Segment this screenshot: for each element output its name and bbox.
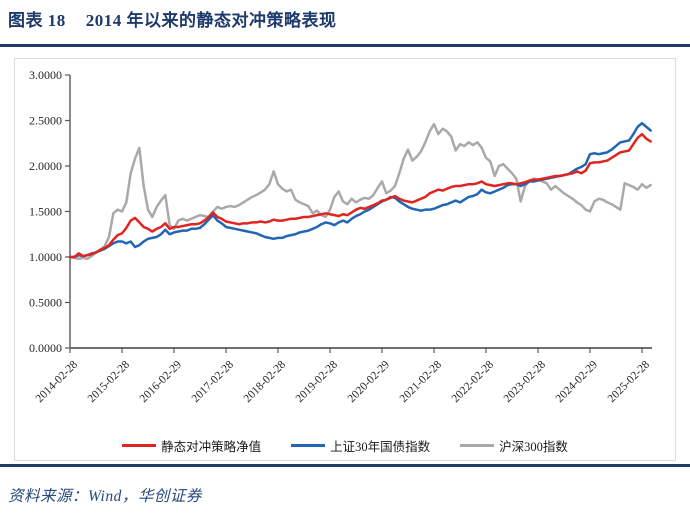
x-tick-label: 2020-02-29 <box>346 358 393 405</box>
y-tick-label: 0.5000 <box>29 296 62 310</box>
x-tick-label: 2017-02-28 <box>190 358 237 405</box>
legend-label-strategy: 静态对冲策略净值 <box>161 439 262 454</box>
x-tick-label: 2018-02-28 <box>242 358 289 405</box>
y-tick-label: 1.5000 <box>29 205 62 219</box>
series-line-csi300 <box>68 122 652 261</box>
x-tick-label: 2025-02-28 <box>606 358 653 405</box>
legend-label-csi300: 沪深300指数 <box>499 439 568 454</box>
x-tick-label: 2015-02-28 <box>86 358 133 405</box>
y-tick-label: 2.0000 <box>29 159 62 173</box>
figure-title: 2014 年以来的静态对冲策略表现 <box>85 11 337 30</box>
figure-bottom-rule <box>0 464 690 467</box>
figure-header: 图表 18 2014 年以来的静态对冲策略表现 <box>8 6 337 31</box>
figure-number-label: 图表 18 <box>8 11 66 30</box>
legend-item-treasury30y: 上证30年国债指数 <box>291 436 430 455</box>
x-tick-label: 2016-02-29 <box>138 358 185 405</box>
y-tick-label: 2.5000 <box>29 114 62 128</box>
x-tick-label: 2024-02-29 <box>554 358 601 405</box>
legend-swatch-treasury30y <box>291 443 326 447</box>
chart-frame <box>14 58 676 461</box>
x-tick-label: 2021-02-28 <box>398 358 445 405</box>
x-tick-label: 2019-02-28 <box>294 358 341 405</box>
legend-swatch-strategy <box>122 443 157 447</box>
x-tick-label: 2022-02-28 <box>450 358 497 405</box>
series-line-strategy <box>68 132 652 259</box>
series-line-treasury30y <box>68 121 652 259</box>
title-divider-rule <box>0 44 690 47</box>
chart-legend: 静态对冲策略净值 上证30年国债指数 沪深300指数 <box>0 436 690 454</box>
y-tick-label: 3.0000 <box>29 68 62 82</box>
x-tick-label: 2023-02-28 <box>502 358 549 405</box>
y-tick-label: 0.0000 <box>29 341 62 355</box>
source-note: 资料来源：Wind，华创证券 <box>8 488 202 505</box>
legend-swatch-csi300 <box>460 443 495 447</box>
y-tick-label: 1.0000 <box>29 250 62 264</box>
legend-item-csi300: 沪深300指数 <box>460 436 568 455</box>
legend-label-treasury30y: 上证30年国债指数 <box>330 439 431 454</box>
x-tick-label: 2014-02-28 <box>34 358 81 405</box>
legend-item-strategy: 静态对冲策略净值 <box>122 436 261 455</box>
